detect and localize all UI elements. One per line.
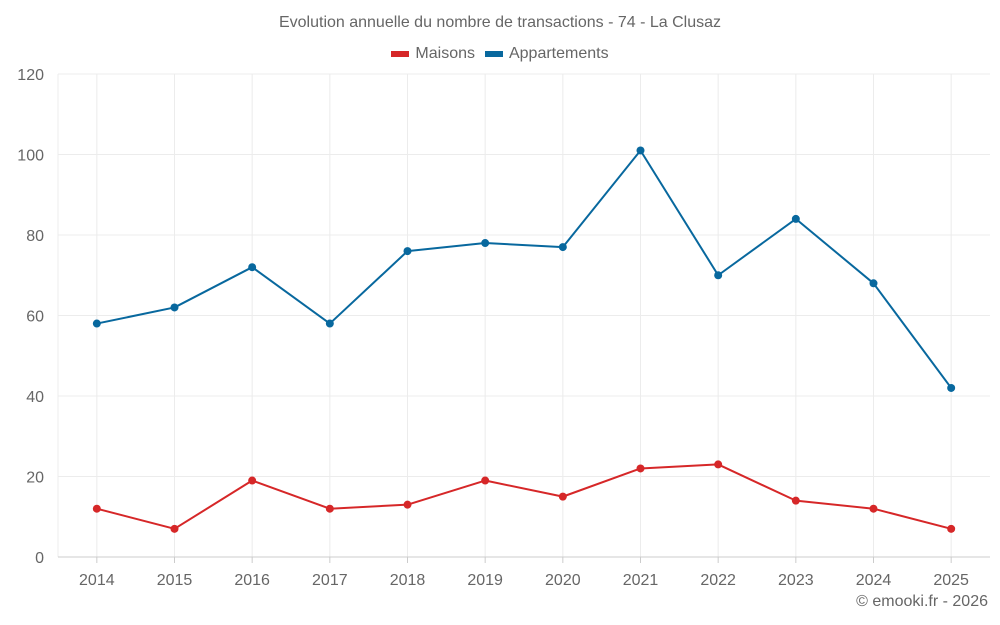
data-point-appartements — [558, 243, 567, 252]
x-tick-label: 2016 — [234, 572, 270, 589]
data-point-maisons — [248, 476, 257, 485]
x-tick-label: 2024 — [856, 572, 892, 589]
data-point-maisons — [170, 524, 179, 533]
credits: © emooki.fr - 2026 — [856, 593, 988, 610]
data-point-maisons — [947, 524, 956, 533]
data-point-maisons — [714, 460, 723, 469]
data-point-maisons — [869, 504, 878, 513]
data-point-maisons — [636, 464, 645, 473]
y-tick-label: 80 — [26, 228, 44, 245]
series-line-appartements — [96, 149, 952, 389]
data-point-appartements — [869, 279, 878, 288]
x-tick-label: 2019 — [467, 572, 503, 589]
data-point-maisons — [92, 504, 101, 513]
data-point-maisons — [791, 496, 800, 505]
x-tick-label: 2021 — [623, 572, 659, 589]
data-point-appartements — [92, 319, 101, 328]
data-point-maisons — [481, 476, 490, 485]
data-point-appartements — [325, 319, 334, 328]
series-line-maisons — [96, 463, 952, 530]
x-tick-label: 2014 — [79, 572, 115, 589]
data-point-appartements — [170, 303, 179, 312]
y-tick-label: 20 — [26, 470, 44, 487]
y-tick-label: 40 — [26, 389, 44, 406]
y-tick-label: 60 — [26, 309, 44, 326]
x-tick-label: 2015 — [157, 572, 193, 589]
data-point-appartements — [481, 239, 490, 248]
x-tick-label: 2017 — [312, 572, 348, 589]
data-point-appartements — [248, 263, 257, 272]
chart-title: Evolution annuelle du nombre de transact… — [278, 14, 722, 31]
data-point-appartements — [403, 247, 412, 256]
data-point-appartements — [791, 214, 800, 223]
x-tick-label: 2025 — [933, 572, 969, 589]
data-point-appartements — [636, 146, 645, 155]
x-tick-label: 2022 — [700, 572, 736, 589]
legend-label-maisons: Maisons — [415, 45, 475, 62]
legend-swatch-maisons — [391, 51, 410, 57]
legend-swatch-appartements — [484, 51, 503, 57]
data-point-maisons — [403, 500, 412, 509]
legend: Maisons Appartements — [0, 45, 1000, 63]
legend-item-appartements[interactable]: Appartements — [484, 45, 609, 63]
legend-item-maisons[interactable]: Maisons — [391, 45, 475, 63]
legend-label-appartements: Appartements — [508, 45, 609, 62]
data-point-appartements — [947, 383, 956, 392]
x-tick-label: 2020 — [545, 572, 581, 589]
x-tick-label: 2018 — [390, 572, 426, 589]
data-point-maisons — [325, 504, 334, 513]
x-tick-label: 2023 — [778, 572, 814, 589]
y-tick-label: 100 — [17, 148, 44, 165]
data-point-maisons — [558, 492, 567, 501]
data-point-appartements — [714, 271, 723, 280]
y-tick-label: 0 — [35, 550, 44, 567]
y-tick-label: 120 — [17, 67, 44, 84]
